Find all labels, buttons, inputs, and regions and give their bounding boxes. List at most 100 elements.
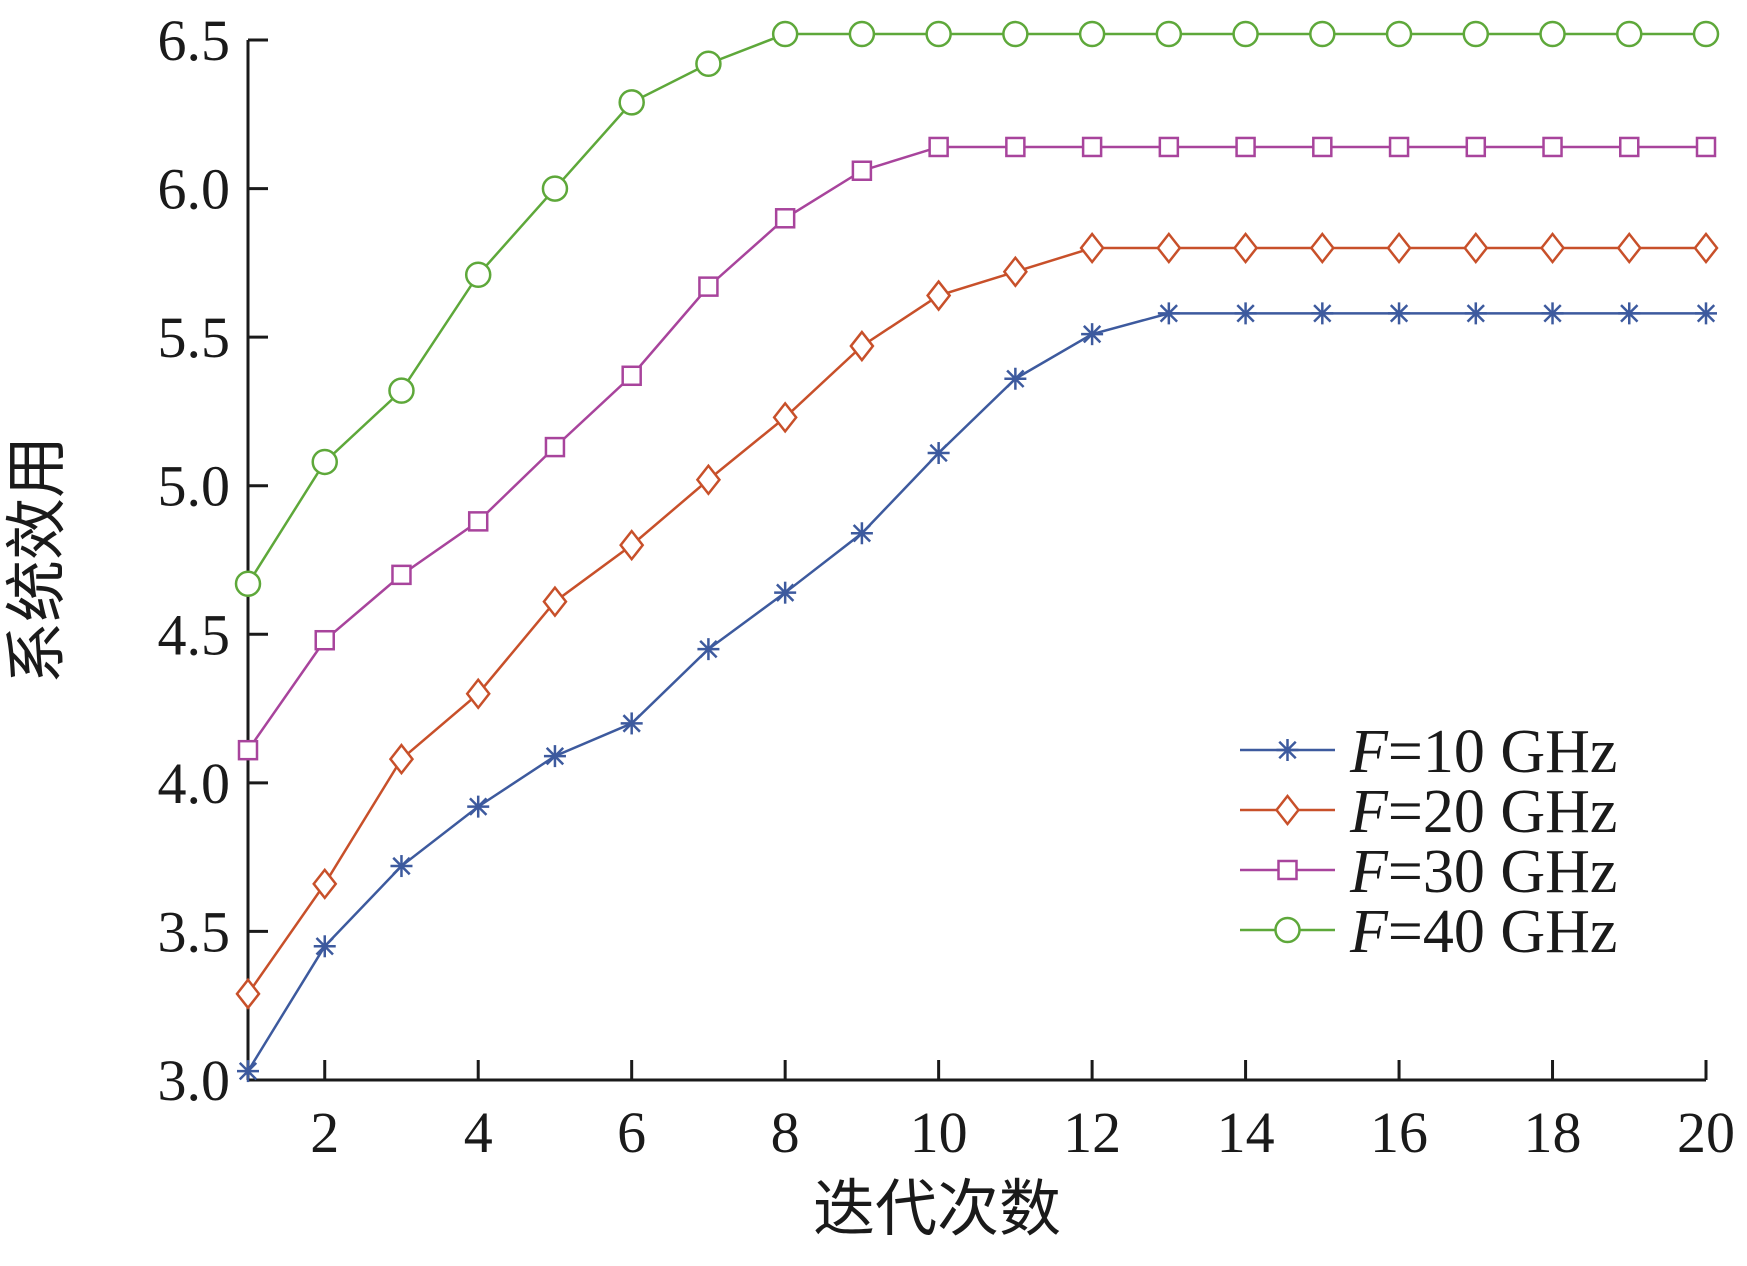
data-point — [1693, 231, 1719, 265]
y-tick-label: 4.5 — [158, 602, 231, 667]
data-point — [391, 564, 412, 586]
data-point — [314, 629, 335, 651]
x-tick-label: 8 — [771, 1100, 800, 1165]
data-point — [1386, 231, 1412, 265]
data-point — [1388, 302, 1411, 325]
data-point — [774, 208, 796, 229]
data-point — [1388, 136, 1410, 158]
series-group — [234, 20, 1720, 1083]
data-point — [1311, 302, 1334, 325]
data-point — [464, 261, 492, 288]
data-point — [1616, 20, 1643, 48]
x-tick-label: 14 — [1217, 1100, 1275, 1165]
y-tick-label: 4.0 — [158, 751, 231, 816]
data-point — [312, 867, 338, 900]
data-point — [771, 20, 799, 48]
y-tick-label: 3.0 — [158, 1048, 231, 1113]
data-point — [1462, 20, 1490, 48]
series-2 — [235, 231, 1719, 1010]
data-point — [1695, 136, 1717, 158]
data-point — [1309, 20, 1336, 48]
y-tick-label: 5.5 — [158, 305, 231, 370]
data-point — [388, 743, 415, 776]
data-point — [1002, 255, 1028, 288]
data-point — [1539, 20, 1566, 48]
data-point — [850, 522, 873, 545]
data-point — [1541, 302, 1564, 325]
data-point — [1002, 20, 1029, 48]
data-point — [543, 745, 566, 768]
x-tick-label: 6 — [617, 1100, 646, 1165]
data-point — [1155, 20, 1183, 48]
data-point — [1005, 136, 1026, 158]
data-point — [235, 977, 261, 1010]
data-point — [927, 442, 950, 465]
series-line — [246, 145, 1706, 751]
data-point — [311, 448, 338, 476]
series-3 — [237, 136, 1717, 761]
legend-label: F=10 GHz — [1349, 718, 1617, 786]
legend-item: F=20 GHz — [1240, 778, 1617, 846]
x-ticks: 2 4 6 8 10 12 14 16 18 20 — [310, 1060, 1735, 1165]
data-point — [1463, 231, 1489, 265]
legend-label: F=30 GHz — [1349, 838, 1617, 906]
data-point — [237, 1060, 259, 1083]
data-point — [1542, 136, 1563, 158]
data-point — [928, 136, 949, 158]
data-point — [1081, 136, 1103, 158]
y-tick-label: 6.5 — [158, 8, 231, 73]
x-tick-label: 2 — [310, 1100, 339, 1165]
data-point — [848, 20, 876, 48]
data-point — [1619, 136, 1640, 158]
data-point — [618, 89, 645, 116]
data-point — [390, 855, 413, 878]
data-point — [1274, 916, 1301, 944]
data-point — [619, 529, 645, 562]
data-point — [1004, 367, 1027, 390]
series-line — [246, 246, 1706, 995]
data-point — [467, 795, 490, 818]
data-point — [541, 175, 569, 202]
x-tick-label: 4 — [464, 1100, 493, 1165]
data-point — [1695, 302, 1717, 325]
data-point — [620, 712, 643, 735]
series-1 — [237, 302, 1717, 1083]
data-point — [1277, 859, 1298, 881]
legend-item: F=30 GHz — [1240, 838, 1617, 906]
data-point — [1464, 302, 1487, 325]
legend-item: F=10 GHz — [1240, 718, 1617, 786]
data-point — [1232, 231, 1259, 265]
data-point — [542, 585, 568, 618]
series-4 — [234, 20, 1720, 598]
data-point — [1465, 136, 1487, 158]
y-tick-label: 3.5 — [158, 899, 231, 964]
data-point — [388, 377, 415, 404]
data-point — [695, 463, 722, 496]
data-point — [234, 570, 262, 598]
x-tick-label: 18 — [1524, 1100, 1582, 1165]
data-point — [772, 401, 798, 434]
data-point — [467, 511, 489, 532]
data-point — [1234, 302, 1257, 325]
legend-label: F=20 GHz — [1349, 778, 1617, 846]
data-point — [1276, 739, 1299, 761]
data-point — [774, 581, 797, 604]
data-point — [237, 739, 259, 761]
data-point — [695, 50, 722, 78]
data-point — [621, 365, 642, 387]
data-point — [1692, 20, 1720, 48]
legend-label: F=40 GHz — [1349, 898, 1617, 966]
data-point — [1157, 302, 1180, 325]
data-point — [926, 279, 952, 312]
data-point — [1616, 231, 1642, 265]
data-point — [1385, 20, 1413, 48]
y-tick-label: 6.0 — [158, 157, 231, 222]
data-point — [1274, 793, 1301, 827]
x-tick-label: 12 — [1063, 1100, 1121, 1165]
series-line — [246, 32, 1706, 585]
y-axis-label: 系统效用 — [4, 436, 72, 684]
data-point — [698, 276, 719, 297]
legend-item: F=40 GHz — [1240, 898, 1617, 966]
data-point — [1081, 323, 1104, 346]
